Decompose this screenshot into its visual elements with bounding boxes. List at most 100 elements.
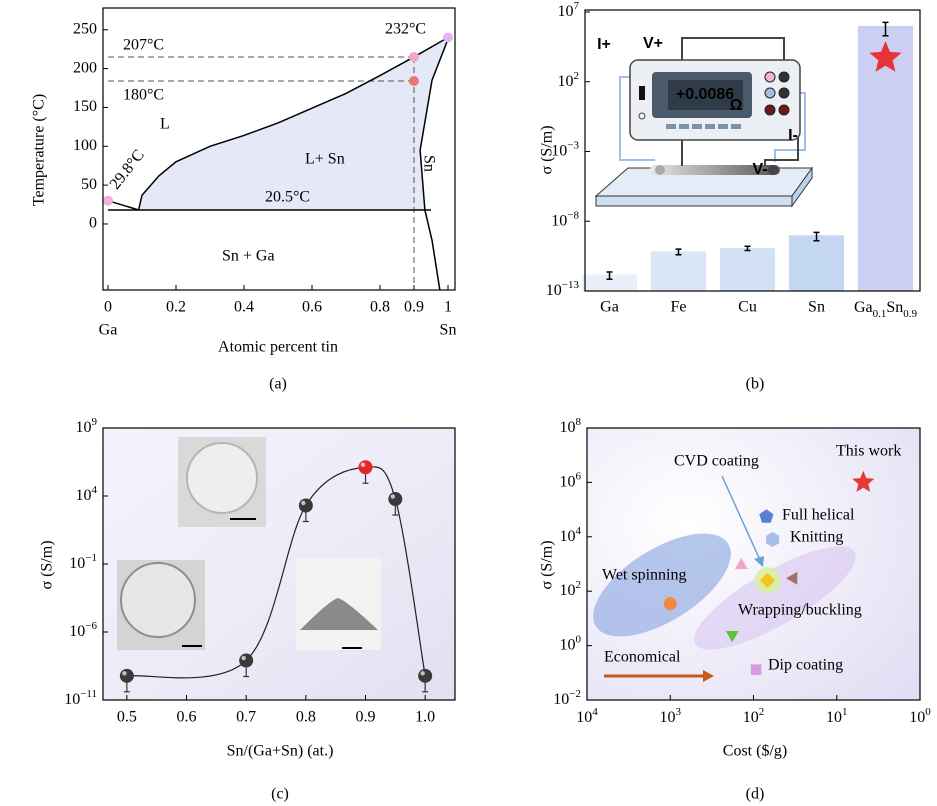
y-tick-label: 250 xyxy=(73,20,97,37)
region xyxy=(694,546,856,650)
x-tick-label: 103 xyxy=(660,706,682,726)
text-part: −11 xyxy=(80,688,97,700)
y-tick-label: 10−13 xyxy=(546,279,580,299)
text-part: 4 xyxy=(592,706,598,718)
text-part: 3 xyxy=(676,706,682,718)
plot-frame xyxy=(584,9,921,292)
y-tick-label: 109 xyxy=(76,416,98,436)
point xyxy=(418,668,433,683)
panel-label: (d) xyxy=(746,786,765,803)
text-part: 10 xyxy=(69,555,85,572)
x-tick-label: 0.6 xyxy=(177,709,197,726)
inset-label: I- xyxy=(788,127,798,144)
y-tick-label: 0 xyxy=(89,215,97,232)
x-tick-label: 0.8 xyxy=(370,299,390,316)
text-part: 10 xyxy=(560,419,576,436)
panel-label: (c) xyxy=(271,786,289,803)
annotation: 207°C xyxy=(123,37,164,54)
point xyxy=(409,51,419,62)
x-end-label: Sn xyxy=(440,322,457,339)
inset-knob xyxy=(778,87,790,99)
trend-curve xyxy=(126,466,426,679)
x-tick-label: Fe xyxy=(671,299,687,316)
text-part: 10 xyxy=(64,691,80,708)
x-tick-label: Ga0.1Sn0.9 xyxy=(854,299,918,320)
inset-probe xyxy=(655,165,665,175)
x-tick-label: 0 xyxy=(104,299,112,316)
annotation: Economical xyxy=(604,649,681,666)
x-tick-label: 0.8 xyxy=(296,709,316,726)
inset-knob xyxy=(778,71,790,83)
point xyxy=(759,509,774,523)
text-part: Sn xyxy=(886,299,903,316)
annotation: 232°C xyxy=(385,21,426,38)
x-end-label: Ga xyxy=(99,322,118,339)
x-tick-label: 102 xyxy=(743,706,765,726)
text-part: 10 xyxy=(560,527,576,544)
inset-button xyxy=(705,124,715,129)
y-tick-label: 10−2 xyxy=(553,688,581,708)
text-part: 1 xyxy=(842,706,848,718)
inset-label: +0.0086 xyxy=(676,86,734,103)
point-highlight xyxy=(390,494,396,499)
text-part: 2 xyxy=(574,69,580,81)
x-tick-label: 100 xyxy=(909,706,931,726)
x-tick-label: 0.9 xyxy=(404,299,424,316)
y-axis-label: σ (S/m) xyxy=(39,540,56,589)
text-part: 10 xyxy=(76,419,92,436)
point xyxy=(358,460,373,475)
text-part: 8 xyxy=(576,416,582,428)
point-label: Wrapping/buckling xyxy=(738,602,862,619)
y-tick-label: 106 xyxy=(560,470,582,490)
bar xyxy=(719,248,776,291)
point xyxy=(409,76,419,87)
inset-label: V- xyxy=(752,161,767,178)
bar xyxy=(857,25,914,291)
y-tick-label: 102 xyxy=(558,69,580,89)
x-tick-label: 0.9 xyxy=(356,709,376,726)
text-part: 0 xyxy=(576,633,582,645)
inset-button xyxy=(731,124,741,129)
x-tick-label: 1 xyxy=(444,299,452,316)
inset-knob xyxy=(764,87,776,99)
y-tick-label: 100 xyxy=(560,633,582,653)
point-label: Full helical xyxy=(782,507,855,524)
y-axis-label: σ (S/m) xyxy=(539,125,556,174)
y-tick-label: 107 xyxy=(558,0,580,20)
inset-button xyxy=(692,124,702,129)
inset-label: V+ xyxy=(643,35,663,52)
plot-frame xyxy=(102,7,456,291)
text-part: 10 xyxy=(551,142,567,159)
x-tick-label: Sn xyxy=(808,299,825,316)
text-part: −6 xyxy=(85,620,97,632)
point xyxy=(750,664,762,675)
y-tick-label: 10−3 xyxy=(551,139,579,159)
y-tick-label: 50 xyxy=(81,176,97,193)
arrow-head xyxy=(703,670,714,682)
point-highlight xyxy=(241,655,246,661)
text-part: 10 xyxy=(576,709,592,726)
star-marker xyxy=(869,41,902,72)
error-bar xyxy=(813,231,820,242)
y-tick-label: 10−6 xyxy=(69,620,97,640)
y-tick-label: 102 xyxy=(560,579,582,599)
point xyxy=(852,470,875,492)
inset-knob xyxy=(764,104,776,116)
annotation: L+ Sn xyxy=(305,151,345,168)
bar xyxy=(650,251,707,291)
point xyxy=(663,597,677,611)
y-tick-label: 10−1 xyxy=(69,552,97,572)
x-tick-label: Cu xyxy=(738,299,757,316)
inset-switch xyxy=(639,86,645,100)
inset-switch xyxy=(638,112,646,120)
text-part: 4 xyxy=(576,524,582,536)
y-tick-label: 10−8 xyxy=(551,209,579,229)
point xyxy=(119,668,134,683)
point xyxy=(766,531,780,547)
text-part: 0.1 xyxy=(873,308,887,320)
text-part: 4 xyxy=(92,484,98,496)
text-part: 9 xyxy=(92,416,98,428)
x-axis-label: Sn/(Ga+Sn) (at.) xyxy=(227,743,334,760)
x-tick-label: 1.0 xyxy=(415,709,435,726)
x-tick-label: Ga xyxy=(600,299,619,316)
